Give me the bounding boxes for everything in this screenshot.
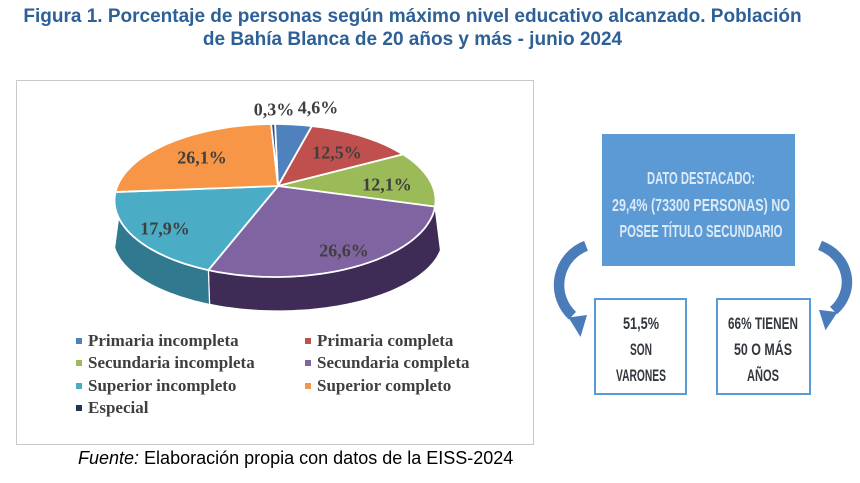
- svg-text:51,5%: 51,5%: [623, 314, 659, 333]
- svg-text:VARONES: VARONES: [616, 366, 666, 385]
- svg-text:AÑOS: AÑOS: [747, 365, 779, 385]
- svg-text:POSEE TÍTULO SECUNDARIO: POSEE TÍTULO SECUNDARIO: [620, 220, 783, 241]
- svg-text:DATO DESTACADO:: DATO DESTACADO:: [647, 168, 755, 188]
- svg-text:50 O MÁS: 50 O MÁS: [734, 340, 792, 359]
- svg-text:66% TIENEN: 66% TIENEN: [728, 314, 798, 333]
- svg-text:29,4% (73300 PERSONAS) NO: 29,4% (73300 PERSONAS) NO: [612, 195, 790, 215]
- svg-text:SON: SON: [630, 340, 652, 359]
